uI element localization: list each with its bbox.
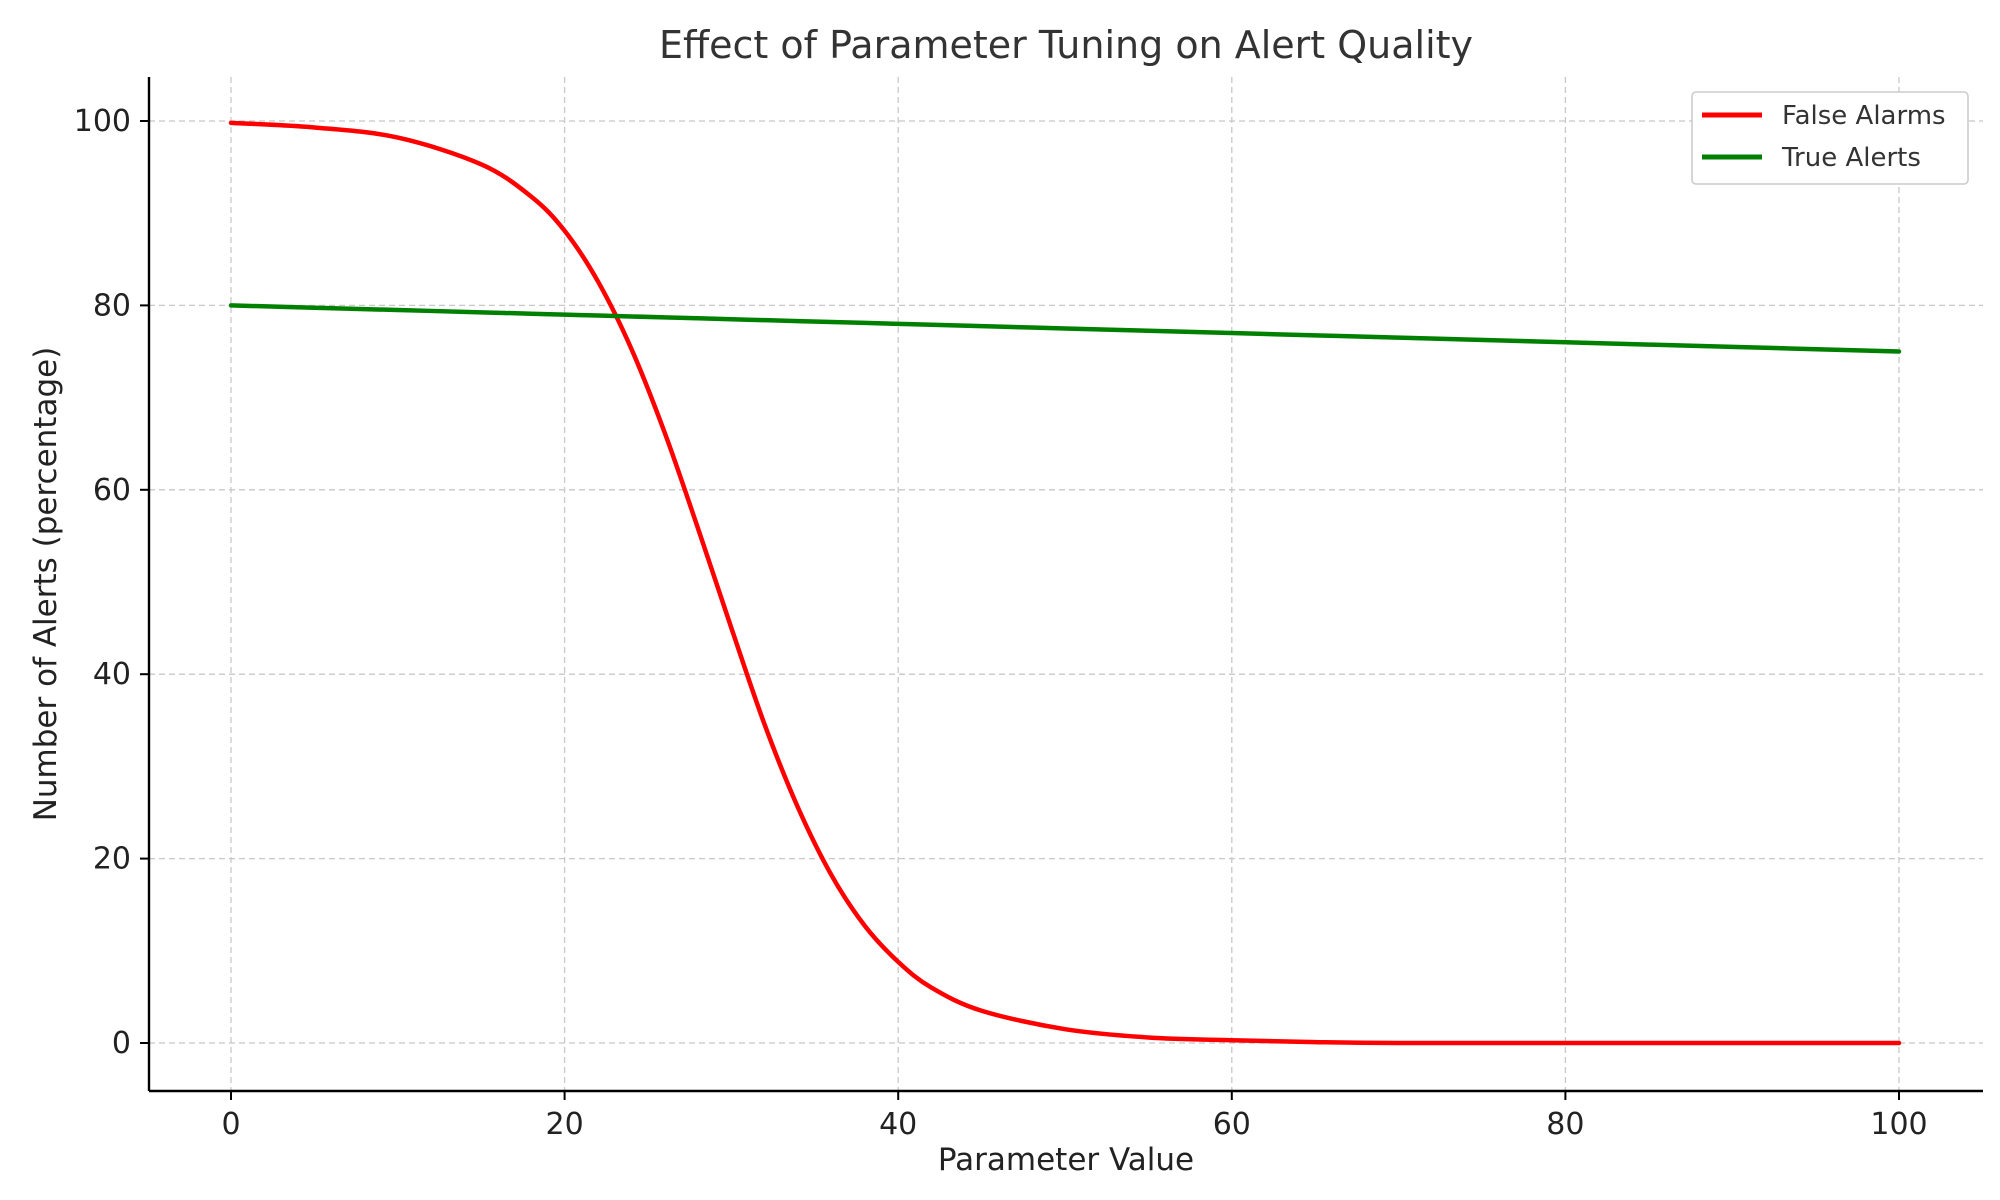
axes [147, 77, 1983, 1093]
y-tick-label: 20 [93, 842, 131, 877]
y-axis-title: Number of Alerts (percentage) [28, 347, 64, 822]
x-tick-label: 0 [221, 1107, 240, 1142]
x-tick-label: 60 [1213, 1107, 1251, 1142]
tick-labels: 0 20 40 60 80 100 0 20 40 60 80 100 [74, 104, 1928, 1142]
legend-label-false-alarms: False Alarms [1782, 101, 1946, 131]
false-alarms-line [228, 120, 1902, 1046]
grid-lines [149, 77, 1983, 1091]
y-tick-label: 60 [93, 473, 131, 508]
y-tick-label: 80 [93, 288, 131, 323]
y-tick-label: 40 [93, 657, 131, 692]
y-tick-label: 0 [112, 1026, 131, 1061]
y-tick-label: 100 [74, 104, 131, 139]
x-tick-label: 100 [1870, 1107, 1927, 1142]
x-tick-label: 80 [1546, 1107, 1584, 1142]
series-lines [228, 120, 1902, 1046]
chart-title: Effect of Parameter Tuning on Alert Qual… [659, 23, 1473, 67]
legend: False Alarms True Alerts [1691, 91, 1969, 185]
x-tick-label: 40 [879, 1107, 917, 1142]
x-axis-title: Parameter Value [938, 1142, 1194, 1178]
legend-label-true-alerts: True Alerts [1781, 143, 1921, 173]
true-alerts-line [228, 303, 1902, 354]
x-tick-label: 20 [546, 1107, 584, 1142]
